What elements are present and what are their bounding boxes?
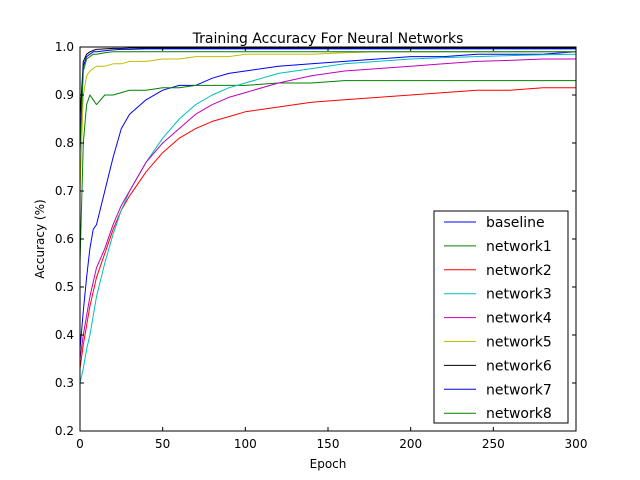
x-tick-label: 200 xyxy=(399,437,422,451)
y-tick-label: 1.0 xyxy=(55,40,74,54)
chart-title: Training Accuracy For Neural Networks xyxy=(192,31,464,47)
legend-entries: baseline network1 network2 network3 network4… xyxy=(444,215,552,422)
plot-frame xyxy=(79,46,577,432)
series-line-network8 xyxy=(80,51,576,153)
y-tick-label: 0.7 xyxy=(55,184,74,198)
x-tick-label: 150 xyxy=(317,437,340,451)
y-tick-label: 0.4 xyxy=(55,328,74,342)
legend-label-baseline: baseline xyxy=(486,215,545,231)
x-tick-label: 300 xyxy=(565,437,588,451)
series-line-network3 xyxy=(80,53,576,384)
y-tick-label: 0.9 xyxy=(55,88,74,102)
legend-label-network7: network7 xyxy=(486,382,552,398)
legend-label-network1: network1 xyxy=(486,239,552,255)
legend-label-network4: network4 xyxy=(486,311,552,327)
y-tick-label: 0.6 xyxy=(55,232,74,246)
legend-label-network3: network3 xyxy=(486,287,552,303)
x-axis-label: Epoch xyxy=(310,457,347,471)
series-layer xyxy=(80,47,576,384)
y-tick-label: 0.2 xyxy=(55,424,74,438)
y-axis-label: Accuracy (%) xyxy=(33,199,47,278)
series-line-network1 xyxy=(80,80,576,264)
x-tick-label: 50 xyxy=(155,437,170,451)
legend-label-network2: network2 xyxy=(486,263,552,279)
x-tick-label: 250 xyxy=(482,437,505,451)
legend-label-network8: network8 xyxy=(486,406,552,422)
x-tick-label: 100 xyxy=(234,437,257,451)
x-tick-label: 0 xyxy=(76,437,84,451)
legend: baseline network1 network2 network3 network4… xyxy=(433,210,569,424)
series-line-network6 xyxy=(80,47,576,120)
y-tick-label: 0.8 xyxy=(55,136,74,150)
y-tick-label: 0.5 xyxy=(55,280,74,294)
y-tick-label: 0.3 xyxy=(55,376,74,390)
series-line-network7 xyxy=(80,48,576,144)
series-line-network2 xyxy=(80,87,576,369)
legend-label-network6: network6 xyxy=(486,358,552,374)
legend-label-network5: network5 xyxy=(486,335,552,351)
ticks-layer: 0 50 100 150 200 250 300 0.2 0.3 0.4 0.5 0.6 0.7 0.8 0… xyxy=(55,40,588,451)
series-line-network4 xyxy=(80,58,576,360)
